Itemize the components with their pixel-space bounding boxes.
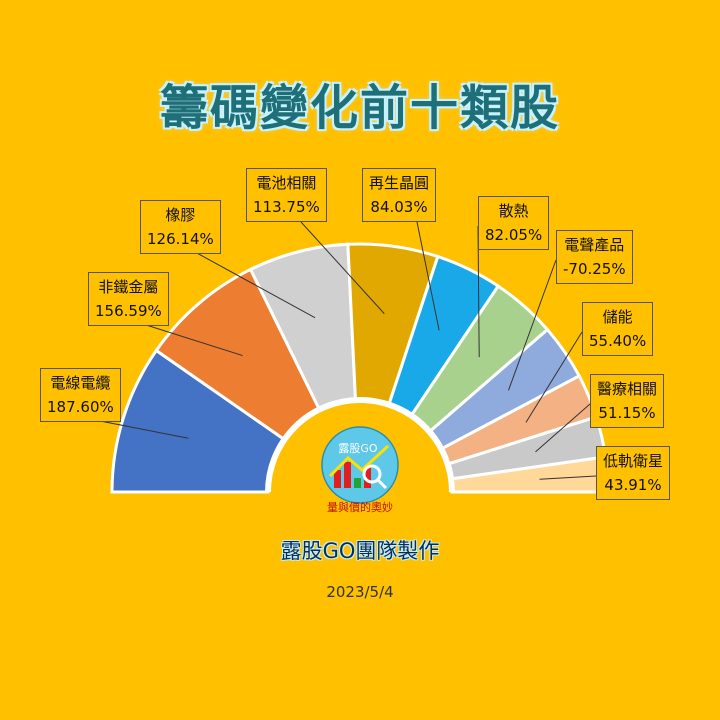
category-label: 電聲產品: [564, 236, 625, 254]
value-label: -70.25%: [563, 260, 626, 278]
category-label: 醫療相關: [597, 380, 658, 398]
data-label-6: 散熱 82.05%: [478, 196, 550, 250]
footer-credit: 露股GO團隊製作: [280, 539, 440, 563]
value-label: 84.03%: [370, 198, 428, 216]
leader-line-1: [94, 419, 189, 439]
logo-top-text: 露股GO: [338, 442, 378, 455]
leader-line-3: [194, 251, 316, 319]
data-label-1: 電線電纜 187.60%: [40, 368, 121, 422]
category-label: 電池相關: [256, 174, 317, 192]
leader-line-2: [142, 323, 243, 357]
category-label: 非鐵金屬: [98, 278, 159, 296]
data-label-4: 電池相關 113.75%: [246, 168, 327, 222]
leader-line-10: [539, 475, 597, 480]
data-label-2: 非鐵金屬 156.59%: [88, 272, 169, 326]
data-label-9: 醫療相關 51.15%: [590, 374, 665, 428]
leader-line-9: [535, 403, 591, 453]
category-label: 儲能: [602, 308, 633, 326]
leader-line-5: [416, 221, 440, 331]
value-label: 156.59%: [95, 302, 162, 320]
page-title: 籌碼變化前十類股: [159, 80, 560, 136]
date-label: 2023/5/4: [326, 583, 394, 601]
category-label: 低軌衛星: [603, 452, 664, 470]
value-label: 126.14%: [147, 230, 214, 248]
value-label: 51.15%: [598, 404, 656, 422]
data-label-8: 儲能 55.40%: [582, 302, 654, 356]
value-label: 82.05%: [485, 226, 543, 244]
inner-ring: [265, 397, 455, 493]
data-label-10: 低軌衛星 43.91%: [596, 446, 671, 500]
logo-bottom-text: 量與價的奧妙: [327, 500, 393, 514]
category-label: 再生晶圓: [369, 174, 430, 192]
value-label: 187.60%: [47, 398, 114, 416]
category-label: 電線電纜: [50, 374, 111, 392]
value-label: 113.75%: [253, 198, 320, 216]
leader-line-4: [300, 221, 385, 314]
leader-line-8: [525, 331, 583, 423]
value-label: 55.40%: [589, 332, 647, 350]
category-label: 散熱: [498, 202, 529, 220]
category-label: 橡膠: [165, 206, 196, 224]
data-label-5: 再生晶圓 84.03%: [362, 168, 437, 222]
data-label-3: 橡膠 126.14%: [140, 200, 221, 254]
data-label-7: 電聲產品 -70.25%: [556, 230, 633, 284]
value-label: 43.91%: [604, 476, 662, 494]
leader-line-7: [508, 259, 557, 391]
logo: 露股GO 量與價的奧妙: [321, 426, 399, 514]
